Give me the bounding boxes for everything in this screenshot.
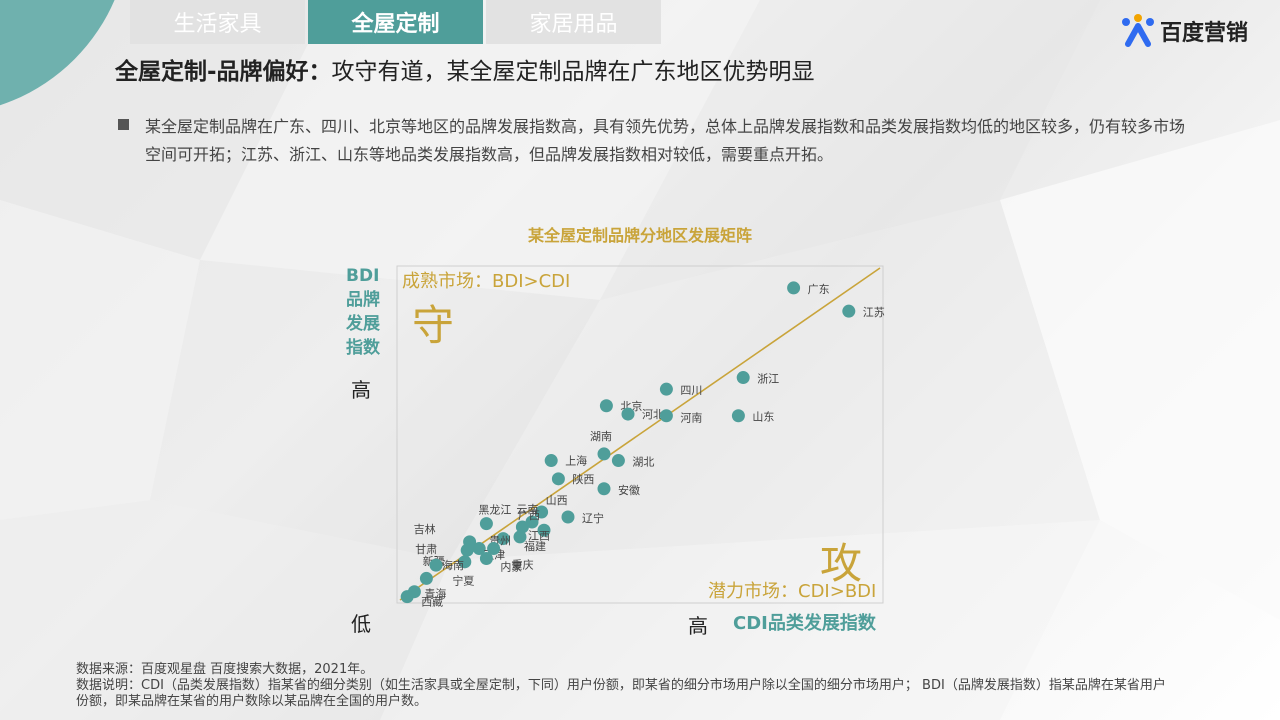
point-20 — [513, 530, 527, 544]
point-8 — [659, 409, 673, 423]
point-23 — [472, 542, 486, 556]
plot-frame — [396, 265, 884, 604]
point-label-1: 广东 — [808, 283, 830, 296]
point-24 — [487, 542, 501, 556]
page-title-rest: 攻守有道，某全屋定制品牌在广东地区优势明显 — [331, 59, 815, 85]
point-11 — [611, 454, 625, 468]
point-label-18: 江西 — [528, 529, 550, 542]
page-title: 全屋定制-品牌偏好：攻守有道，某全屋定制品牌在广东地区优势明显 — [115, 52, 815, 86]
point-9 — [597, 447, 611, 461]
point-26 — [479, 552, 493, 565]
point-10 — [544, 454, 558, 468]
baidu-marketing-logo-icon — [1122, 14, 1154, 47]
point-7 — [621, 407, 635, 421]
point-label-28: 海南 — [442, 558, 464, 572]
bullet-text: 某全屋定制品牌在广东、四川、北京等地区的品牌发展指数高，具有领先优势，总体上品牌… — [145, 117, 1186, 164]
mature-market-label: 成熟市场：BDI>CDI — [402, 271, 571, 292]
point-25 — [460, 543, 474, 557]
point-5 — [731, 409, 745, 423]
point-19 — [479, 517, 493, 531]
point-1 — [787, 281, 801, 295]
point-28 — [429, 558, 443, 572]
point-label-9: 湖南 — [590, 430, 612, 443]
potential-market-label: 潜力市场：CDI>BDI — [708, 581, 877, 602]
logo-text: 百度营销 — [1160, 21, 1249, 46]
point-4 — [659, 382, 673, 396]
point-21 — [496, 532, 510, 546]
y-high-label: 高 — [351, 378, 371, 402]
point-2 — [842, 304, 856, 318]
x-low-label: 低 — [351, 612, 371, 636]
logo: 百度营销 — [1120, 14, 1248, 48]
point-15 — [561, 510, 575, 524]
point-label-24: 重庆 — [512, 558, 534, 572]
point-31 — [400, 590, 414, 604]
point-label-25: 甘肃 — [415, 543, 437, 556]
point-29 — [419, 571, 433, 585]
point-label-4: 四川 — [680, 384, 702, 397]
bullet-square-icon — [118, 119, 129, 130]
x-axis-label: CDI品类发展指数 — [733, 613, 876, 634]
point-3 — [736, 371, 750, 385]
attack-word: 攻 — [820, 539, 863, 588]
point-label-29: 宁夏 — [452, 573, 474, 587]
tab-whole-house-custom[interactable]: 全屋定制 — [308, 0, 483, 44]
point-label-7: 河北 — [642, 408, 664, 421]
footnote-explanation: 数据说明：CDI（品类发展指数）指某省的细分类别（如生活家具或全屋定制，下同）用… — [76, 678, 1166, 709]
point-16 — [515, 520, 529, 534]
point-27 — [458, 555, 472, 569]
point-label-26: 内蒙 — [500, 560, 522, 574]
point-label-22: 吉林 — [414, 522, 436, 536]
point-18 — [537, 523, 551, 537]
point-label-15: 辽宁 — [582, 511, 604, 525]
footnote: 数据来源：百度观星盘 百度搜索大数据，2021年。 数据说明：CDI（品类发展指… — [76, 662, 1176, 710]
tab-living-furniture[interactable]: 生活家具 — [130, 0, 305, 44]
point-12 — [551, 472, 565, 486]
point-13 — [597, 482, 611, 496]
defend-word: 守 — [412, 301, 455, 350]
tab-home-goods[interactable]: 家居用品 — [486, 0, 661, 44]
point-label-19: 黑龙江 — [478, 504, 511, 517]
x-high-label: 高 — [688, 614, 708, 638]
bullet-paragraph: 某全屋定制品牌在广东、四川、北京等地区的品牌发展指数高，具有领先优势，总体上品牌… — [118, 113, 1198, 169]
point-14 — [535, 505, 549, 519]
page-title-bold: 全屋定制-品牌偏好： — [115, 59, 332, 85]
point-label-30: 青海 — [424, 587, 446, 601]
point-label-2: 江苏 — [863, 306, 885, 319]
point-label-11: 湖北 — [632, 456, 654, 469]
y-axis-label: BDI品牌发展指数 — [346, 266, 380, 358]
point-6 — [599, 399, 613, 413]
point-label-20: 福建 — [524, 539, 546, 553]
point-17 — [525, 515, 539, 529]
tab-bar: 生活家具 全屋定制 家居用品 — [130, 0, 664, 44]
chart-title: 某全屋定制品牌分地区发展矩阵 — [527, 226, 752, 245]
point-label-12: 陕西 — [572, 472, 594, 486]
point-label-13: 安徽 — [618, 483, 640, 497]
point-label-17: 广西 — [518, 509, 540, 522]
point-label-3: 浙江 — [757, 373, 779, 386]
point-label-10: 上海 — [565, 454, 587, 468]
point-label-31: 西藏 — [421, 596, 443, 609]
point-label-8: 河南 — [680, 412, 702, 425]
point-label-14: 山西 — [546, 494, 568, 507]
point-label-16: 云南 — [516, 503, 538, 516]
footnote-source: 数据来源：百度观星盘 百度搜索大数据，2021年。 — [76, 662, 374, 677]
point-label-5: 山东 — [752, 411, 774, 424]
